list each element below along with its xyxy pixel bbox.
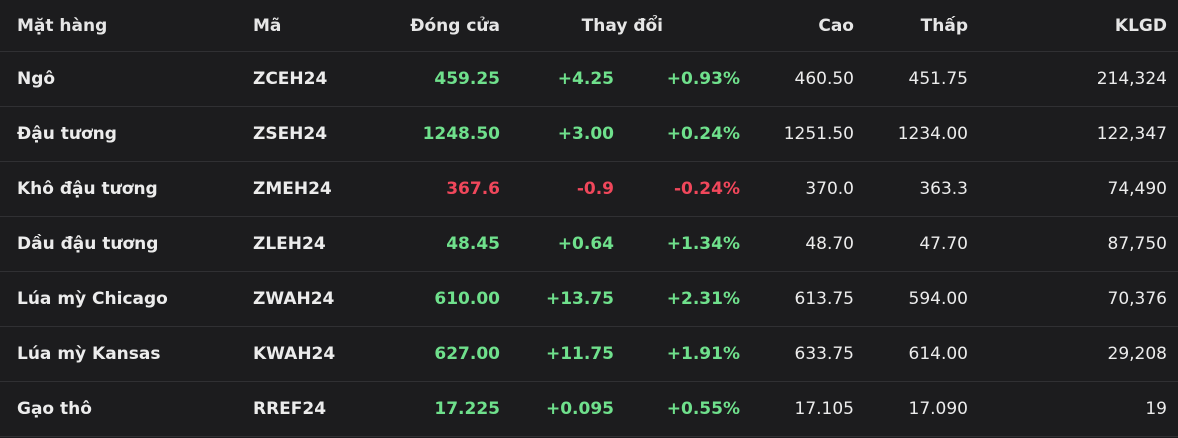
- table-cell: 48.45: [446, 234, 500, 254]
- table-cell: 367.6: [446, 179, 500, 199]
- table-cell: Gạo thô: [17, 399, 92, 419]
- table-row: Dầu đậu tương ZLEH24 48.45 +0.64 +1.34% 48.70…: [0, 217, 1178, 272]
- table-cell: 48.70: [805, 234, 854, 254]
- table-cell: +13.75: [545, 289, 614, 309]
- table-cell: 633.75: [794, 344, 854, 364]
- table-cell: 363.3: [919, 179, 968, 199]
- table-cell: KWAH24: [253, 344, 336, 364]
- table-cell: 370.0: [805, 179, 854, 199]
- table-row: Khô đậu tương ZMEH24 367.6 -0.9 -0.24% 370.0 3…: [0, 162, 1178, 217]
- table-cell: ZLEH24: [253, 234, 326, 254]
- table-cell: RREF24: [253, 399, 327, 419]
- table-cell: 1234.00: [897, 124, 968, 144]
- table-cell: 451.75: [908, 69, 968, 89]
- header-row: Mặt hàng Mã Đóng cửa Thay đổi Cao Thấp KLGD: [0, 0, 1178, 52]
- table-cell: +4.25: [557, 69, 614, 89]
- table-cell: +0.095: [545, 399, 614, 419]
- table-cell: +11.75: [545, 344, 614, 364]
- table-cell: +0.64: [557, 234, 614, 254]
- table-row: Lúa mỳ Kansas KWAH24 627.00 +11.75 +1.91% 633…: [0, 327, 1178, 382]
- table-cell: 47.70: [919, 234, 968, 254]
- table-row: Ngô ZCEH24 459.25 +4.25 +0.93% 460.50 451.75 21…: [0, 52, 1178, 107]
- table-cell: ZCEH24: [253, 69, 328, 89]
- table-cell: Dầu đậu tương: [17, 234, 159, 254]
- table-cell: 17.090: [908, 399, 968, 419]
- header-cell: Cao: [818, 15, 854, 36]
- table-cell: 460.50: [794, 69, 854, 89]
- table-cell: 214,324: [1096, 69, 1167, 89]
- table-cell: 19: [1145, 399, 1167, 419]
- table-cell: Đậu tương: [17, 124, 117, 144]
- table-cell: 74,490: [1107, 179, 1167, 199]
- table-cell: 87,750: [1107, 234, 1167, 254]
- table-cell: 613.75: [794, 289, 854, 309]
- table-cell: -0.24%: [673, 179, 740, 199]
- table-cell: +3.00: [557, 124, 614, 144]
- table-cell: 17.105: [794, 399, 854, 419]
- table-row: Lúa mỳ Chicago ZWAH24 610.00 +13.75 +2.31% 61…: [0, 272, 1178, 327]
- header-cell: Mã: [253, 15, 282, 36]
- table-cell: ZWAH24: [253, 289, 335, 309]
- table-cell: Lúa mỳ Kansas: [17, 344, 161, 364]
- table-cell: +1.34%: [666, 234, 740, 254]
- header-cell: KLGD: [1114, 15, 1167, 36]
- table-cell: 70,376: [1107, 289, 1167, 309]
- table-cell: +1.91%: [666, 344, 740, 364]
- table-cell: 614.00: [908, 344, 968, 364]
- table-cell: ZMEH24: [253, 179, 332, 199]
- table-cell: 594.00: [908, 289, 968, 309]
- header-cell: Thấp: [920, 15, 968, 36]
- table-cell: +0.93%: [666, 69, 740, 89]
- table-cell: 627.00: [434, 344, 500, 364]
- table-cell: +0.55%: [666, 399, 740, 419]
- header-cell: Thay đổi: [581, 15, 663, 36]
- table-cell: +0.24%: [666, 124, 740, 144]
- table-cell: Ngô: [17, 69, 56, 89]
- header-cell: Đóng cửa: [410, 15, 500, 36]
- table-row: Gạo thô RREF24 17.225 +0.095 +0.55% 17.105 17.…: [0, 382, 1178, 437]
- table-cell: 1251.50: [783, 124, 854, 144]
- header-cell: Mặt hàng: [17, 15, 108, 36]
- table-cell: -0.9: [576, 179, 614, 199]
- table-row: Đậu tương ZSEH24 1248.50 +3.00 +0.24% 1251.50…: [0, 107, 1178, 162]
- table-cell: 459.25: [434, 69, 500, 89]
- table-cell: Lúa mỳ Chicago: [17, 289, 168, 309]
- table-cell: Khô đậu tương: [17, 179, 158, 199]
- table-cell: 29,208: [1107, 344, 1167, 364]
- table-cell: 17.225: [434, 399, 500, 419]
- table-cell: 1248.50: [422, 124, 500, 144]
- table-cell: +2.31%: [666, 289, 740, 309]
- table-cell: 610.00: [434, 289, 500, 309]
- table-cell: 122,347: [1096, 124, 1167, 144]
- table-cell: ZSEH24: [253, 124, 328, 144]
